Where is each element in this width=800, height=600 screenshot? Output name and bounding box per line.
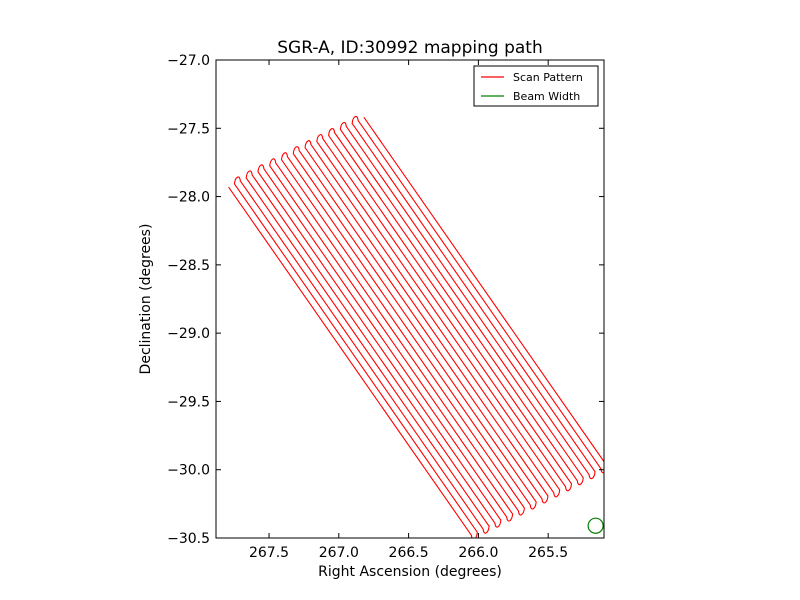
legend-entry: Beam Width (513, 90, 580, 103)
scan-pattern-path (228, 115, 604, 538)
x-tick-label: 266.0 (458, 545, 498, 561)
chart-title: SGR-A, ID:30992 mapping path (277, 38, 543, 58)
ticks-layer: 267.5 267.0 266.5 266.0 265.5 −27.0 −27.5 −28.0… (167, 53, 604, 561)
y-tick-label: −29.5 (167, 394, 210, 410)
x-tick-label: 267.5 (249, 545, 289, 561)
y-tick-label: −27.0 (167, 53, 210, 69)
axes-frame (215, 59, 605, 539)
beam-width-circle (587, 517, 604, 534)
x-axis-label: Right Ascension (degrees) (318, 564, 502, 580)
x-tick-label: 267.0 (319, 545, 359, 561)
y-axis-label: Declination (degrees) (138, 224, 154, 375)
y-tick-label: −28.0 (167, 190, 210, 206)
legend-entry: Scan Pattern (513, 71, 583, 84)
x-tick-label: 266.5 (389, 545, 429, 561)
legend-box (473, 65, 599, 107)
y-tick-label: −30.0 (167, 463, 210, 479)
x-tick-label: 265.5 (528, 545, 568, 561)
legend: Scan Pattern Beam Width (473, 65, 599, 107)
y-tick-label: −29.0 (167, 326, 210, 342)
y-tick-label: −28.5 (167, 258, 210, 274)
y-tick-label: −30.5 (167, 531, 210, 547)
series-layer (228, 115, 604, 538)
y-tick-label: −27.5 (167, 121, 210, 137)
